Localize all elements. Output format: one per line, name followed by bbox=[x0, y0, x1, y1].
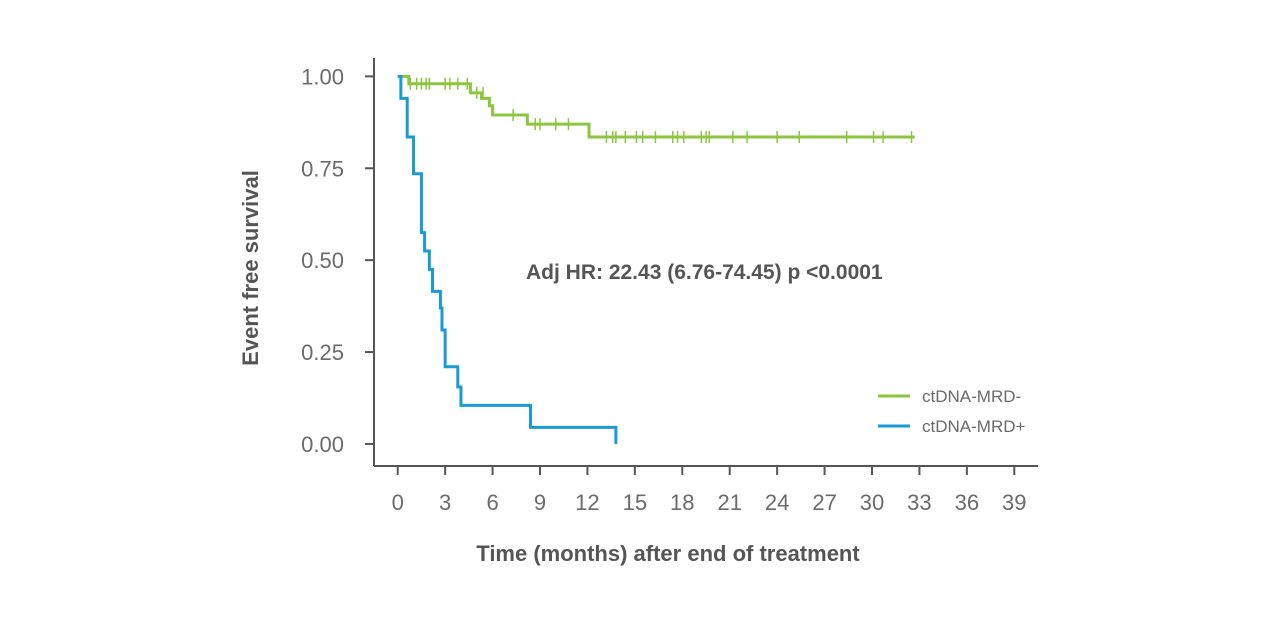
x-tick-label: 12 bbox=[575, 490, 599, 515]
y-tick-label: 0.50 bbox=[301, 248, 344, 273]
x-tick-label: 36 bbox=[955, 490, 979, 515]
legend-label-mrd-positive: ctDNA-MRD+ bbox=[922, 417, 1025, 436]
y-ticks: 0.00 0.25 0.50 0.75 1.00 bbox=[301, 64, 374, 457]
survival-curve-line bbox=[397, 74, 618, 444]
x-tick-label: 15 bbox=[623, 490, 647, 515]
x-tick-label: 18 bbox=[670, 490, 694, 515]
legend-label-mrd-negative: ctDNA-MRD- bbox=[922, 387, 1021, 406]
series-0 bbox=[397, 74, 915, 144]
legend-item-mrd-positive: ctDNA-MRD+ bbox=[878, 417, 1025, 436]
x-tick-label: 30 bbox=[860, 490, 884, 515]
legend: ctDNA-MRD- ctDNA-MRD+ bbox=[878, 387, 1025, 436]
hazard-ratio-annotation: Adj HR: 22.43 (6.76-74.45) p <0.0001 bbox=[526, 261, 883, 284]
x-tick-label: 24 bbox=[765, 490, 789, 515]
x-axis-title: Time (months) after end of treatment bbox=[476, 541, 860, 566]
y-axis-title: Event free survival bbox=[238, 170, 263, 366]
x-tick-label: 6 bbox=[486, 490, 498, 515]
y-tick-label: 0.75 bbox=[301, 156, 344, 181]
x-tick-label: 3 bbox=[439, 490, 451, 515]
series-1 bbox=[397, 74, 618, 444]
survival-curves bbox=[397, 74, 915, 444]
x-tick-label: 0 bbox=[392, 490, 404, 515]
legend-item-mrd-negative: ctDNA-MRD- bbox=[878, 387, 1021, 406]
x-tick-label: 33 bbox=[907, 490, 931, 515]
x-tick-label: 21 bbox=[717, 490, 741, 515]
y-tick-label: 0.00 bbox=[301, 432, 344, 457]
y-tick-label: 1.00 bbox=[301, 64, 344, 89]
x-tick-label: 39 bbox=[1002, 490, 1026, 515]
x-ticks: 0 3 6 9 12 15 18 21 24 27 30 33 36 39 bbox=[392, 466, 1027, 515]
x-tick-label: 27 bbox=[812, 490, 836, 515]
axes: 0.000.250.500.751.00 0 3 6 9 12 15 18 21 24 27 30 3… bbox=[301, 58, 1038, 515]
survival-curve-line bbox=[397, 74, 915, 139]
x-tick-label: 9 bbox=[534, 490, 546, 515]
y-tick-label: 0.25 bbox=[301, 340, 344, 365]
